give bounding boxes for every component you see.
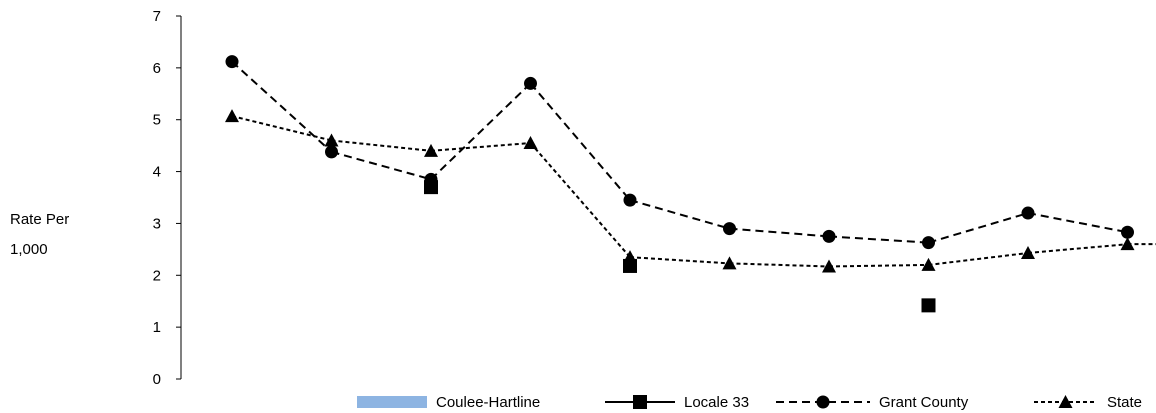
data-point: [921, 298, 936, 313]
legend: Coulee-Hartline Locale 33 Grant County Stat…: [357, 394, 1142, 411]
data-point: [921, 257, 936, 271]
data-point: [524, 76, 537, 90]
data-point: [1120, 237, 1135, 251]
y-tick-label: 4: [153, 164, 161, 181]
legend-label: Coulee-Hartline: [436, 394, 540, 411]
series-locale-33: [424, 180, 936, 313]
data-point: [723, 222, 736, 236]
y-tick-label: 2: [153, 267, 161, 284]
legend-marker: [1058, 395, 1073, 408]
y-axis-label-line-2: 1,000: [10, 241, 48, 258]
legend-swatch: [357, 396, 427, 408]
series-line-segment: [729, 227, 830, 238]
legend-item: Grant County: [776, 394, 969, 411]
y-axis-label-line-1: Rate Per: [10, 211, 70, 228]
legend-item: Locale 33: [605, 394, 749, 411]
data-point: [922, 236, 935, 250]
series-layer: [225, 55, 1156, 313]
series-line-segment: [1027, 243, 1128, 254]
legend-marker: [633, 395, 647, 409]
series-line-segment: [529, 142, 631, 258]
data-point: [722, 256, 737, 270]
data-point: [424, 143, 438, 157]
data-point: [1021, 245, 1035, 259]
data-point: [1121, 225, 1134, 239]
series-line-segment: [629, 256, 730, 265]
series-line-segment: [231, 60, 333, 153]
series-line-segment: [231, 115, 332, 142]
series-line-segment: [331, 150, 432, 181]
series-line-segment: [828, 235, 929, 244]
data-point: [523, 136, 538, 150]
series-line-segment: [629, 199, 730, 230]
legend-label: State: [1107, 394, 1142, 411]
series-state: [225, 109, 1156, 273]
series-line-segment: [430, 82, 532, 181]
series-line-segment: [331, 139, 432, 152]
data-point: [225, 109, 239, 123]
series-line-segment: [828, 263, 929, 268]
y-tick-label: 0: [153, 371, 161, 388]
series-line-segment: [529, 82, 631, 201]
y-tick-label: 7: [153, 8, 161, 25]
data-point: [623, 250, 637, 264]
y-tick-label: 5: [153, 112, 161, 129]
series-line-segment: [1027, 212, 1128, 234]
legend-label: Grant County: [879, 394, 969, 411]
legend-item: State: [1034, 394, 1142, 411]
y-tick-label: 1: [153, 319, 161, 336]
series-line-segment: [928, 212, 1029, 244]
series-line-segment: [729, 262, 830, 268]
data-point: [822, 229, 836, 243]
legend-item: Coulee-Hartline: [357, 394, 540, 411]
data-point: [822, 259, 836, 273]
data-point: [623, 193, 637, 207]
legend-label: Locale 33: [684, 394, 749, 411]
series-line-segment: [430, 142, 531, 152]
data-point: [1021, 206, 1035, 220]
y-tick-label: 3: [153, 215, 161, 232]
data-point: [424, 172, 438, 186]
series-line-segment: [928, 251, 1029, 266]
y-axis: 0 1 2 3 4 5 6 7: [153, 8, 182, 388]
data-point: [324, 133, 339, 147]
y-tick-label: 6: [153, 60, 161, 77]
data-point: [325, 145, 338, 159]
series-grant-county: [225, 55, 1134, 250]
legend-marker: [816, 395, 830, 409]
data-point: [225, 55, 239, 69]
